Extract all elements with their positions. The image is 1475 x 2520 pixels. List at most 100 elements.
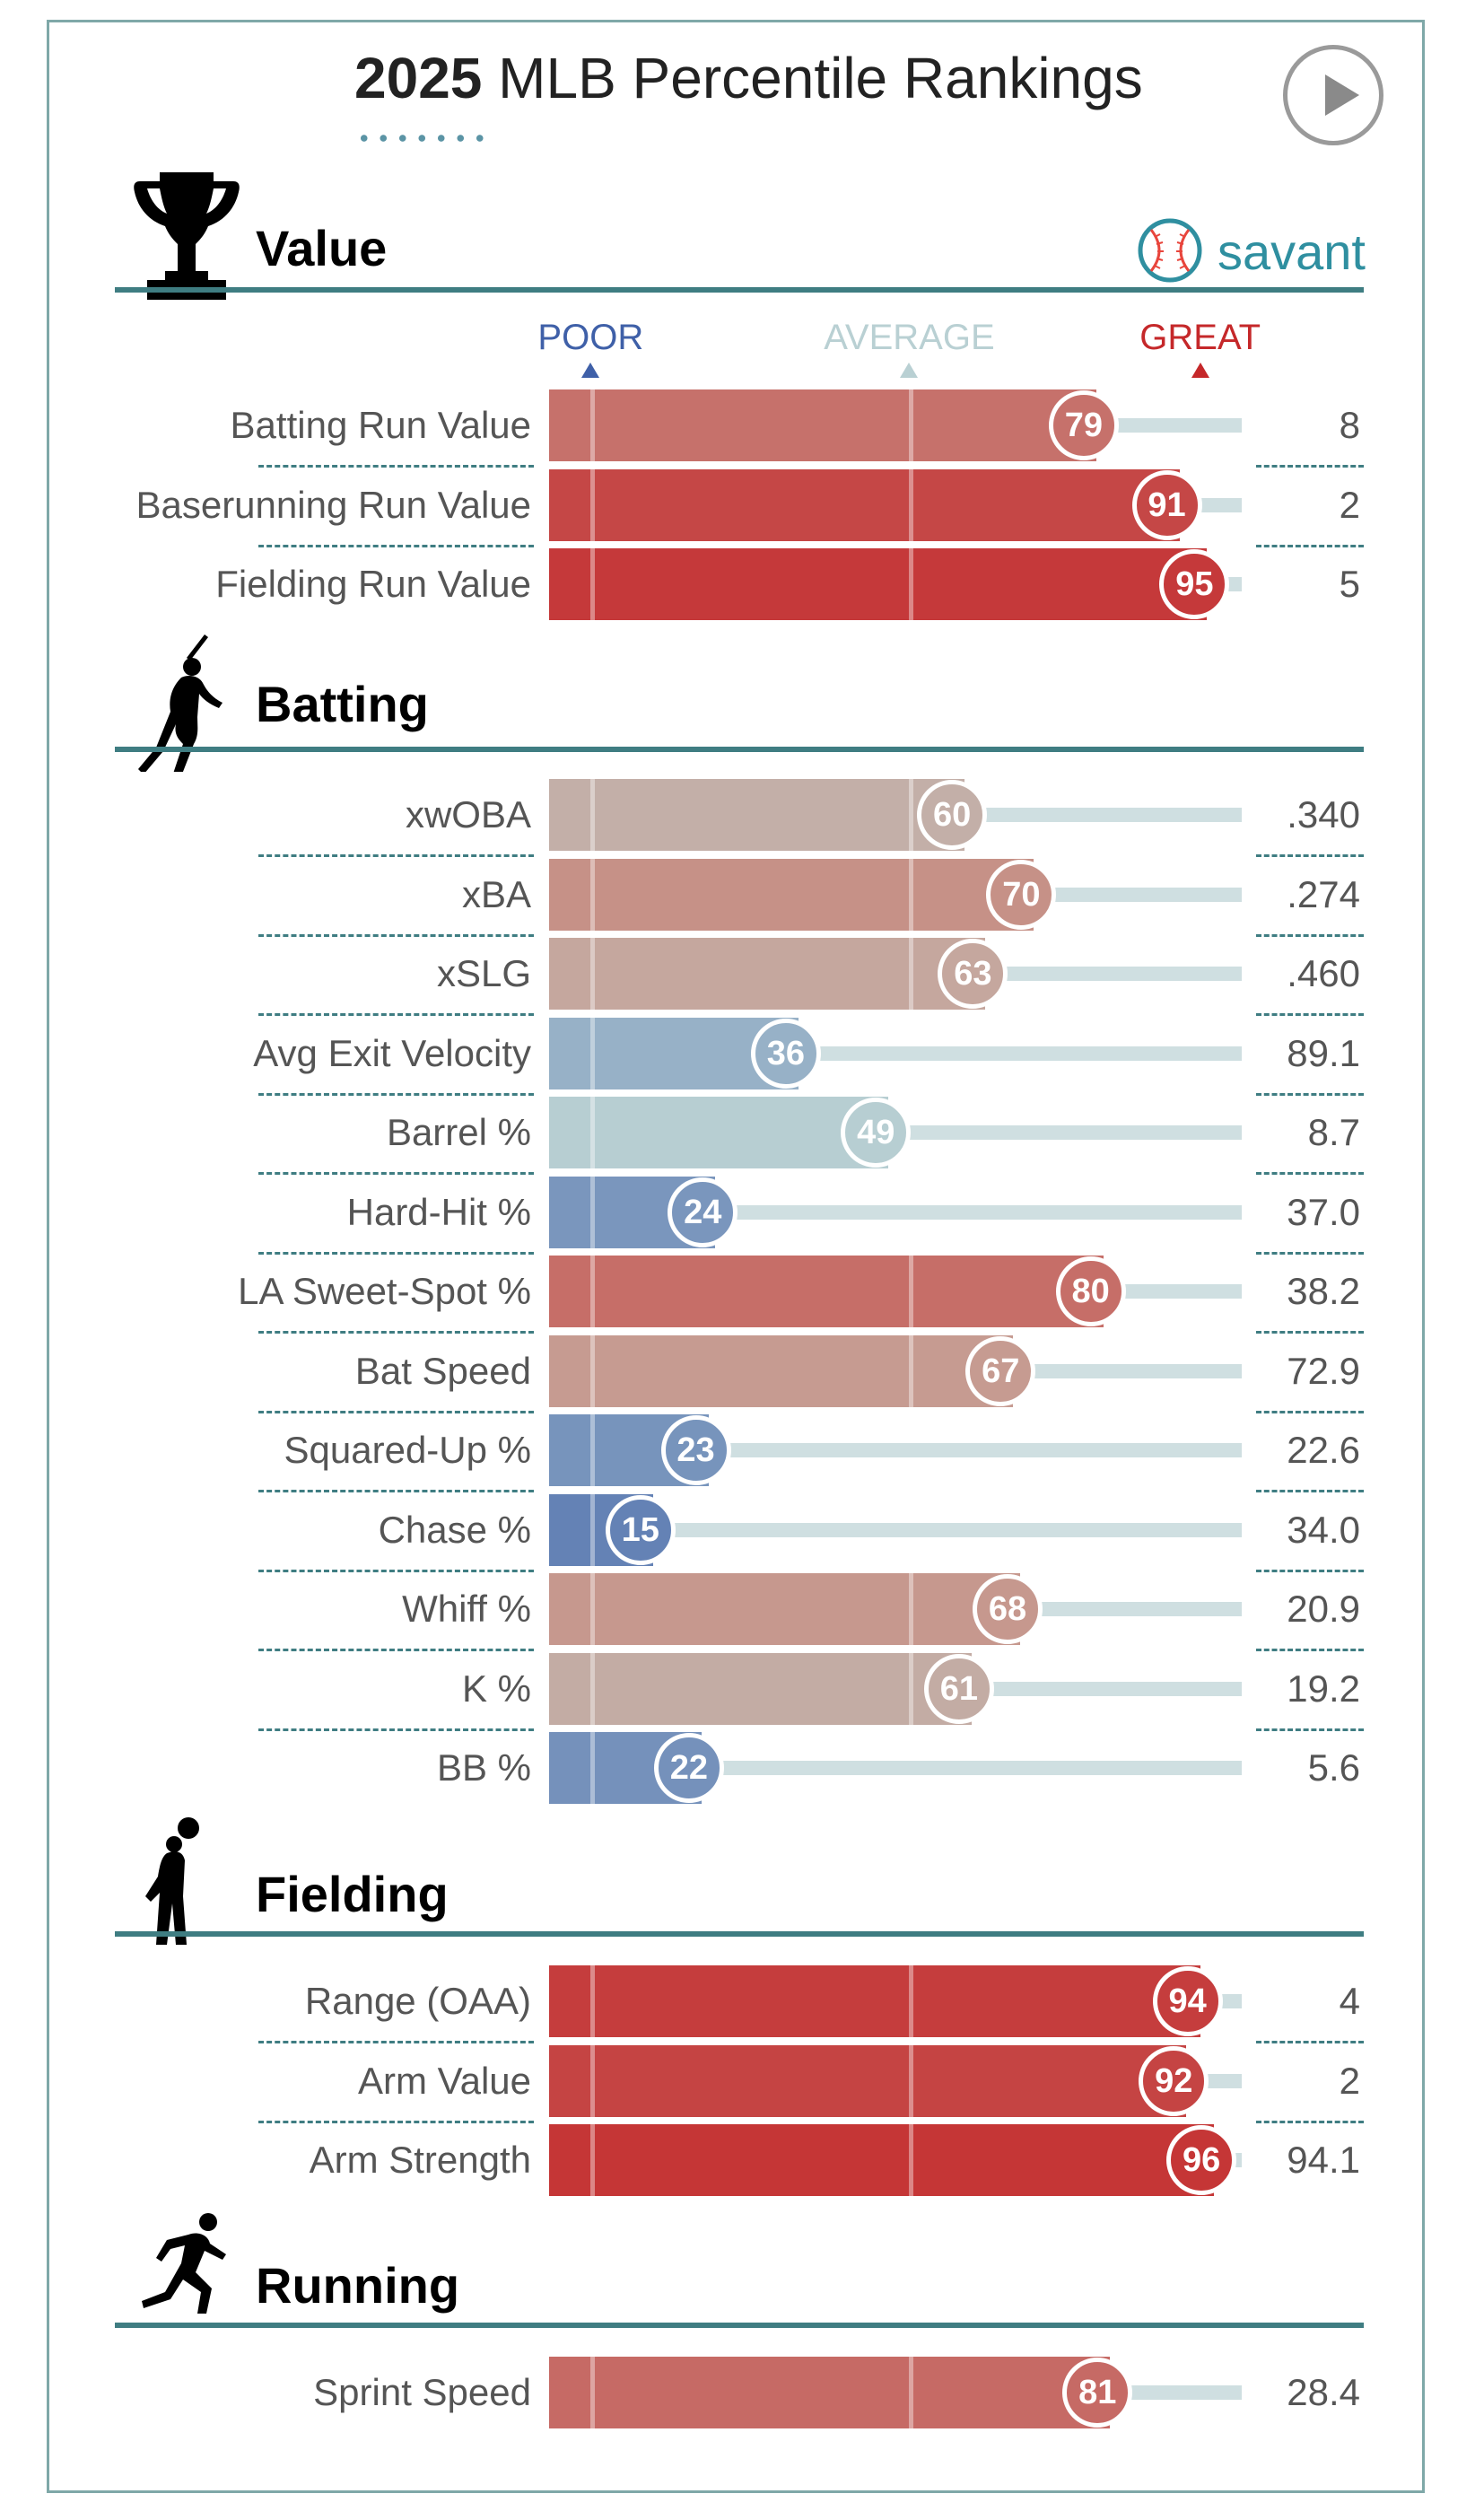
row-separator xyxy=(1256,1569,1364,1572)
row-separator xyxy=(1256,465,1364,468)
row-separator xyxy=(258,544,534,547)
bar-tick xyxy=(590,2044,596,2117)
metric-value: 72.9 xyxy=(1287,1349,1360,1392)
scale-label-poor: POOR xyxy=(537,318,644,357)
bar-tick xyxy=(909,389,914,461)
metric-row: Fielding Run Value 95 5 xyxy=(0,548,1475,626)
scale-label-average: AVERAGE xyxy=(824,318,995,357)
metric-row: Batting Run Value 79 8 xyxy=(0,389,1475,467)
metric-value: 8.7 xyxy=(1307,1111,1360,1153)
bar-tick xyxy=(590,1176,596,1248)
bar-tick xyxy=(909,2357,914,2428)
bar-tick xyxy=(909,1256,914,1327)
metric-label: Hard-Hit % xyxy=(346,1190,531,1233)
savant-logo-text: savant xyxy=(1218,223,1366,280)
bar-tick xyxy=(590,938,596,1010)
bar-tick xyxy=(590,1334,596,1407)
metric-row: K % 61 19.2 xyxy=(0,1652,1475,1730)
page-title: 2025 MLB Percentile Rankings xyxy=(354,45,1143,111)
scale-arrow-great xyxy=(1191,363,1209,378)
metric-label: Whiff % xyxy=(402,1588,531,1630)
row-separator xyxy=(1256,1013,1364,1016)
metric-row: Barrel % 49 8.7 xyxy=(0,1097,1475,1174)
metric-label: Arm Value xyxy=(358,2059,531,2102)
row-separator xyxy=(258,1649,534,1651)
metric-label: Fielding Run Value xyxy=(215,563,531,605)
metric-value: 2 xyxy=(1339,2059,1360,2102)
metric-row: Arm Strength 96 94.1 xyxy=(0,2124,1475,2201)
bar-track xyxy=(549,1522,1242,1537)
metric-value: 34.0 xyxy=(1287,1508,1360,1551)
metric-row: Sprint Speed 81 28.4 xyxy=(0,2357,1475,2434)
metric-value: 20.9 xyxy=(1287,1588,1360,1630)
chart-frame xyxy=(47,20,1425,2493)
metric-value: 38.2 xyxy=(1287,1270,1360,1312)
row-separator xyxy=(258,465,534,468)
row-separator xyxy=(1256,854,1364,857)
metric-label: Batting Run Value xyxy=(230,404,531,446)
row-separator xyxy=(1256,2041,1364,2043)
row-separator xyxy=(258,2041,534,2043)
metric-value: 37.0 xyxy=(1287,1190,1360,1233)
row-separator xyxy=(258,1013,534,1016)
metric-row: Hard-Hit % 24 37.0 xyxy=(0,1176,1475,1254)
section-rule xyxy=(115,287,1364,293)
metric-row: xBA 70 .274 xyxy=(0,858,1475,936)
row-separator xyxy=(1256,933,1364,937)
bar-tick xyxy=(590,468,596,541)
bar-tick xyxy=(590,1097,596,1168)
percentile-bubble: 49 xyxy=(841,1098,912,1168)
metric-row: Baserunning Run Value 91 2 xyxy=(0,468,1475,547)
bar-fill xyxy=(549,1097,889,1168)
bar-tick xyxy=(909,1573,914,1645)
percentile-bubble: 22 xyxy=(653,1733,724,1803)
bar-fill xyxy=(549,1965,1200,2037)
metric-value: 19.2 xyxy=(1287,1667,1360,1710)
percentile-bubble: 91 xyxy=(1131,469,1202,540)
percentile-bubble: 15 xyxy=(605,1494,676,1565)
bar-tick xyxy=(909,2124,914,2196)
percentile-bubble: 94 xyxy=(1152,1966,1223,2036)
percentile-bubble: 92 xyxy=(1139,2045,1209,2116)
row-separator xyxy=(1256,1251,1364,1255)
metric-value: 5 xyxy=(1339,563,1360,605)
percentile-bubble: 63 xyxy=(938,939,1008,1009)
row-separator xyxy=(258,1331,534,1334)
title-text: MLB Percentile Rankings xyxy=(498,46,1143,110)
row-separator xyxy=(1256,1331,1364,1334)
metric-value: 28.4 xyxy=(1287,2371,1360,2413)
bar-fill xyxy=(549,779,965,851)
metric-value: 8 xyxy=(1339,404,1360,446)
percentile-bubble: 80 xyxy=(1055,1256,1126,1326)
percentile-bubble: 36 xyxy=(750,1018,821,1089)
bar-tick xyxy=(909,938,914,1010)
bar-fill xyxy=(549,938,986,1010)
metric-row: BB % 22 5.6 xyxy=(0,1732,1475,1809)
bar-fill xyxy=(549,1256,1104,1327)
percentile-bubble: 70 xyxy=(986,859,1057,930)
metric-label: BB % xyxy=(436,1746,531,1789)
title-year: 2025 xyxy=(354,46,483,110)
bar-fill xyxy=(549,389,1096,461)
row-separator xyxy=(1256,1728,1364,1731)
metric-label: Squared-Up % xyxy=(284,1429,531,1471)
metric-label: xSLG xyxy=(436,952,531,994)
row-separator xyxy=(258,933,534,937)
section-title-value: Value xyxy=(256,220,388,276)
play-button[interactable] xyxy=(1283,45,1383,145)
metric-value: .274 xyxy=(1287,872,1360,915)
savant-logo: savant xyxy=(1135,215,1368,287)
row-separator xyxy=(1256,1092,1364,1096)
scale-label-great: GREAT xyxy=(1139,318,1261,357)
metric-value: .460 xyxy=(1287,952,1360,994)
section-rule xyxy=(115,747,1364,752)
percentile-bubble: 60 xyxy=(917,780,988,850)
section-title-batting: Batting xyxy=(256,676,429,732)
bar-tick xyxy=(590,2357,596,2428)
section-title-fielding: Fielding xyxy=(256,1866,449,1922)
bar-tick xyxy=(590,1017,596,1089)
row-separator xyxy=(258,1172,534,1175)
metric-row: Chase % 15 34.0 xyxy=(0,1493,1475,1571)
row-separator xyxy=(1256,1172,1364,1175)
section-rule xyxy=(115,2323,1364,2328)
